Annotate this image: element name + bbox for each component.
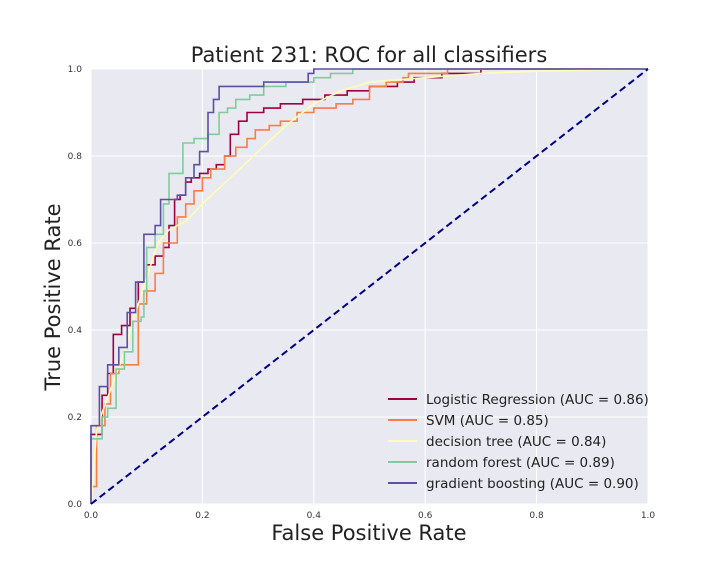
x-axis-label: False Positive Rate	[271, 521, 466, 545]
x-tick-label: 0.4	[307, 511, 322, 521]
y-tick-label: 0.4	[68, 326, 83, 336]
legend-entry: decision tree (AUC = 0.84)	[426, 434, 606, 450]
grid-lines	[90, 68, 649, 505]
y-tick-label: 0.2	[68, 413, 82, 423]
series-line-3	[90, 68, 648, 504]
series-line-4	[90, 68, 648, 504]
y-axis-label: True Positive Rate	[41, 203, 65, 391]
series-line-1	[90, 68, 648, 504]
legend-entry: Logistic Regression (AUC = 0.86)	[426, 392, 649, 408]
y-tick-label: 1.0	[68, 65, 83, 75]
legend-entry: random forest (AUC = 0.89)	[426, 455, 615, 471]
x-tick-label: 0.2	[195, 511, 209, 521]
x-tick-label: 0.8	[529, 511, 544, 521]
chance-line	[90, 68, 649, 505]
series-lines	[90, 68, 649, 505]
x-tick-label: 0.0	[84, 511, 99, 521]
legend-entry: SVM (AUC = 0.85)	[426, 413, 549, 429]
series-line-2	[90, 68, 649, 505]
chart-title: Patient 231: ROC for all classifiers	[191, 43, 548, 67]
tick-labels: 0.0 0.2 0.4 0.6 0.8 1.0 0.0 0.2 0.4 0.6 0.8 1.0	[68, 65, 656, 521]
x-tick-label: 0.6	[418, 511, 433, 521]
y-tick-label: 0.8	[68, 152, 83, 162]
x-tick-label: 1.0	[641, 511, 656, 521]
series-line-0	[90, 68, 648, 504]
y-tick-label: 0.0	[68, 500, 83, 510]
legend: Logistic Regression (AUC = 0.86) SVM (AUC…	[388, 392, 649, 492]
legend-entry: gradient boosting (AUC = 0.90)	[426, 476, 639, 492]
y-tick-label: 0.6	[68, 239, 83, 249]
